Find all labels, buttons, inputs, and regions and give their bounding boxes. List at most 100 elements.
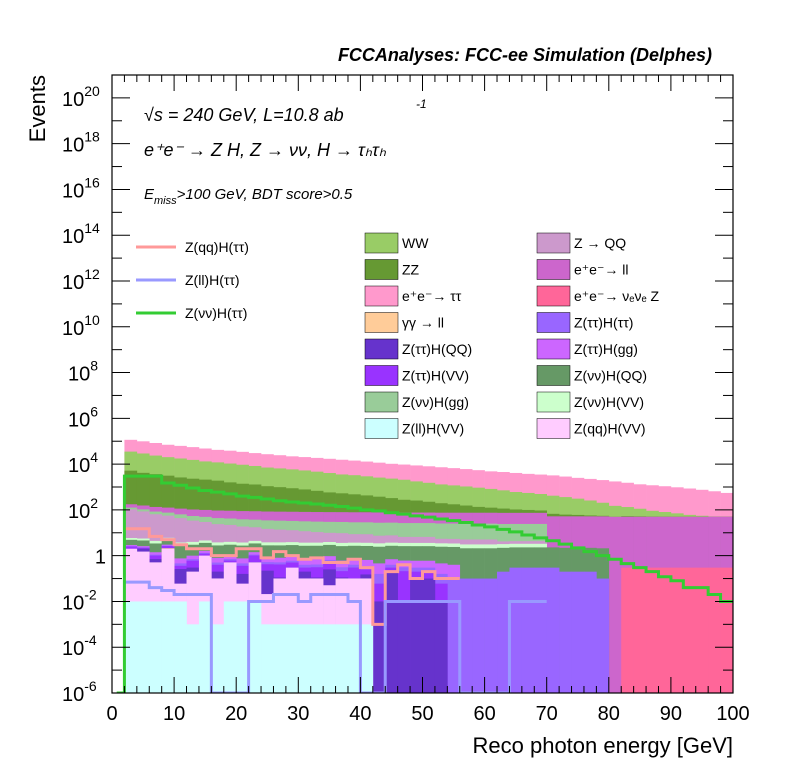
x-tick-label: 70 xyxy=(536,703,558,725)
annotation-selection-sub: miss xyxy=(154,195,177,207)
y-tick-label: 1010 xyxy=(62,312,100,340)
x-tick-label: 0 xyxy=(106,703,117,725)
x-tick-label: 30 xyxy=(287,703,309,725)
y-tick-label: 1012 xyxy=(62,266,100,294)
bar-z-ll-h-vv-4 xyxy=(174,601,187,693)
bar-z-ll-h-vv-9 xyxy=(236,601,249,693)
y-tick-label: 10-6 xyxy=(62,678,97,706)
bar-z-ll-h-vv-1 xyxy=(136,601,150,693)
bar-z-ll-h-vv-16 xyxy=(323,624,336,693)
legend-label-e-e-e-e-z: e⁺e⁻→ νₑνₑ Z xyxy=(574,288,660,304)
bar-z-h-30 xyxy=(497,571,510,693)
y-tick-base: 10 xyxy=(68,501,90,523)
legend-swatch-ll xyxy=(364,312,399,333)
legend-label-ll: γγ → ll xyxy=(402,315,444,331)
stack-e-e-e-e-z xyxy=(621,567,733,693)
x-tick-label: 10 xyxy=(163,703,185,725)
y-tick-label: 102 xyxy=(68,495,98,523)
legend-label-ww: WW xyxy=(402,235,429,251)
y-tick-base: 10 xyxy=(68,364,90,386)
legend-swatch-z-h-qq xyxy=(364,338,399,360)
legend-label-z-h: Z(ττ)H(ττ) xyxy=(574,315,633,331)
legend-label-z-ll-h: Z(ll)H(ττ) xyxy=(185,272,240,288)
legend-swatch-z-ll-h-vv xyxy=(364,418,399,439)
annotation-block: √s = 240 GeV, L=10.8 ab -1 e⁺e⁻ → Z H, Z… xyxy=(144,97,427,207)
annotation-lumi-exponent: -1 xyxy=(416,97,427,111)
x-tick-label: 50 xyxy=(411,703,433,725)
bar-z-ll-h-vv-13 xyxy=(285,624,299,693)
bar-z-h-34 xyxy=(546,567,560,693)
legend-swatch-z-h xyxy=(536,312,571,333)
bar-e-e-e-e-z-48 xyxy=(720,567,733,693)
legend-swatch-ww xyxy=(364,232,399,254)
x-tick-label: 100 xyxy=(716,703,749,725)
bar-z-h-29 xyxy=(484,578,498,693)
y-tick-label: 10-4 xyxy=(62,632,97,660)
y-tick-label: 1016 xyxy=(62,174,100,202)
legend-swatch-e-e xyxy=(364,285,399,307)
annotation-selection: Emiss>100 GeV, BDT score>0.5 xyxy=(144,186,353,207)
x-tick-label: 20 xyxy=(225,703,247,725)
bar-e-e-ll-39 xyxy=(608,516,622,693)
y-tick-exponent: 6 xyxy=(90,403,98,419)
bar-z-h-38 xyxy=(596,578,610,693)
y-tick-label: 106 xyxy=(68,403,98,431)
y-tick-exponent: 2 xyxy=(90,495,98,511)
y-tick-base: 10 xyxy=(62,592,84,614)
y-tick-base: 10 xyxy=(62,318,84,340)
y-tick-base: 10 xyxy=(68,455,90,477)
y-tick-label: 1018 xyxy=(62,129,100,157)
y-tick-exponent: -2 xyxy=(84,586,97,602)
legend-label-zz: ZZ xyxy=(402,262,420,278)
legend-label-z-h-qq: Z(ττ)H(QQ) xyxy=(402,341,472,357)
bar-z-h-36 xyxy=(571,571,585,693)
annotation-sqrt-s: √s = 240 GeV, L=10.8 ab xyxy=(144,105,344,125)
legend: Z(qq)H(ττ) Z(ll)H(ττ) Z(νν)H(ττ) WW Z → QQ ZZ… xyxy=(136,232,660,439)
y-tick-label: 1 xyxy=(95,547,106,569)
bar-z-h-32 xyxy=(521,567,535,693)
legend-label-z-h-qq: Z(νν)H(QQ) xyxy=(574,368,647,384)
bar-z-ll-h-vv-2 xyxy=(149,601,162,693)
y-tick-label: 104 xyxy=(68,449,98,477)
bar-z-ll-h-vv-3 xyxy=(161,601,175,693)
y-tick-base: 10 xyxy=(62,135,84,157)
bar-z-h-qq-24 xyxy=(422,578,436,693)
bar-z-ll-h-vv-11 xyxy=(261,624,274,693)
bar-e-e-e-e-z-47 xyxy=(708,567,721,693)
legend-swatch-z-qq-h-vv xyxy=(536,418,571,439)
legend-label-e-e-ll: e⁺e⁻→ ll xyxy=(574,262,628,278)
x-tick-label: 90 xyxy=(660,703,682,725)
legend-label-z-h: Z(νν)H(ττ) xyxy=(185,305,247,321)
legend-label-z-h-gg: Z(νν)H(gg) xyxy=(402,394,469,410)
bar-z-h-qq-23 xyxy=(410,578,423,693)
bar-e-e-e-e-z-43 xyxy=(658,567,672,693)
bar-e-e-e-e-z-40 xyxy=(621,567,634,693)
y-tick-exponent: 18 xyxy=(84,129,100,145)
x-tick-label: 80 xyxy=(598,703,620,725)
bar-z-ll-h-vv-17 xyxy=(335,624,349,693)
bar-z-h-37 xyxy=(583,571,597,693)
x-tick-label: 60 xyxy=(473,703,495,725)
bar-z-h-qq-22 xyxy=(397,601,411,693)
legend-label-e-e: e⁺e⁻→ ττ xyxy=(402,288,462,304)
annotation-selection-rest: >100 GeV, BDT score>0.5 xyxy=(177,186,353,203)
y-tick-exponent: 20 xyxy=(84,83,100,99)
y-tick-base: 10 xyxy=(62,226,84,248)
legend-swatch-z-h-gg xyxy=(364,391,399,413)
legend-label-z-qq: Z → QQ xyxy=(574,235,626,251)
annotation-process: e⁺e⁻ → Z H, Z → νν, H → τₕτₕ xyxy=(144,140,387,160)
legend-swatch-z-qq xyxy=(536,232,571,254)
y-tick-base: 10 xyxy=(62,180,84,202)
legend-swatch-z-h-vv xyxy=(364,365,399,386)
bar-e-e-e-e-z-46 xyxy=(695,567,709,693)
bar-z-ll-h-vv-7 xyxy=(211,624,225,693)
bar-z-ll-h-vv-12 xyxy=(273,624,287,693)
annotation-selection-e: E xyxy=(144,186,155,203)
stack-z-ll-h-vv xyxy=(124,601,374,693)
bar-z-ll-h-vv-10 xyxy=(248,601,262,693)
legend-label-z-h-vv: Z(νν)H(VV) xyxy=(574,394,644,410)
y-tick-exponent: -6 xyxy=(84,678,97,694)
signal-line-z-qq-h xyxy=(124,527,460,626)
y-tick-exponent: 14 xyxy=(84,220,100,236)
